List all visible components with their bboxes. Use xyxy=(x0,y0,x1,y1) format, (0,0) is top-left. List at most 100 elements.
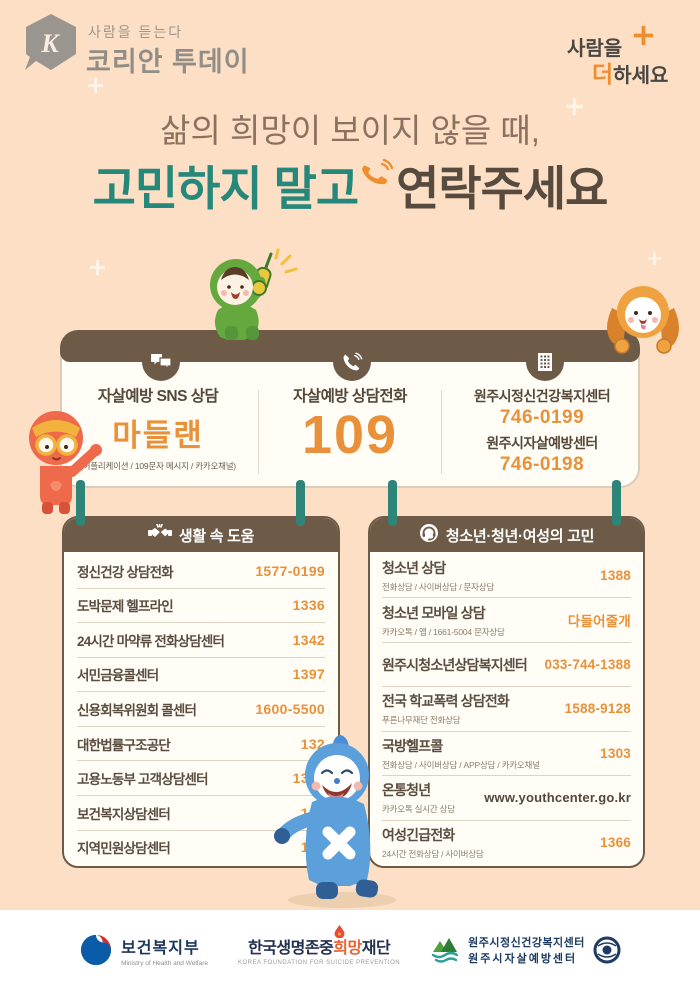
hotline-row: 원주시청소년상담복지센터 033-744-1388 xyxy=(382,641,631,686)
hotline-label: 온통청년 xyxy=(382,782,431,799)
red-goggles-mascot xyxy=(10,400,102,521)
hotline-row: 전국 학교폭력 상담전화 푸른나무재단 전화상담 1588-9128 xyxy=(382,686,631,730)
youth-women-title: 청소년·청년·여성의 고민 xyxy=(445,527,595,545)
hotline-label: 도박문제 헬프라인 xyxy=(77,599,174,615)
hotline-label: 24시간 마약류 전화상담센터 xyxy=(77,633,225,649)
hotline-number: 1600-5500 xyxy=(255,701,325,718)
sns-counsel-column: 자살예방 SNS 상담 마들랜 (어플리케이션 / 109문자 메시지 / 카카… xyxy=(62,382,254,480)
hotline-row: 서민금융콜센터 1397 xyxy=(77,656,325,692)
mohw-subtitle: Ministry of Health and Welfare xyxy=(121,959,209,967)
poster-title-line1: 삶의 희망이 보이지 않을 때, xyxy=(160,112,540,149)
logo-tagline: 사람을 듣는다 xyxy=(88,24,184,40)
column-divider xyxy=(441,390,442,474)
hotline-row: 청소년 상담 전화상담 / 사이버상담 / 문자상담 1388 xyxy=(382,554,631,597)
speech-bubble-logo-icon: K xyxy=(25,14,76,70)
hotline-label: 원주시청소년상담복지센터 xyxy=(382,656,528,673)
daily-help-panel: 생활 속 도움 정신건강 상담전화 1577-0199 도박문제 헬프라인 13… xyxy=(62,516,340,868)
connector-peg xyxy=(296,480,305,526)
connector-peg xyxy=(612,480,621,526)
hotline-label: 국방헬프콜 xyxy=(382,737,443,754)
slogan-line2: 더하세요 xyxy=(592,55,668,89)
hotline-label: 신용회복위원회 콜센터 xyxy=(77,703,197,719)
hotline-number: 1342 xyxy=(292,631,325,648)
hotline-number: 1388 xyxy=(600,568,631,584)
phone-counsel-column: 자살예방 상담전화 109 xyxy=(254,382,446,480)
title-emphasis-teal: 고민하지 말고 xyxy=(92,162,359,215)
hotline-label: 지역민원상담센터 xyxy=(77,841,171,857)
kfsp-name: 한국생명존중희망재단 xyxy=(238,934,400,958)
hotline-website: www.youthcenter.go.kr xyxy=(484,790,631,806)
hotline-label: 고용노동부 고객상담센터 xyxy=(77,772,209,788)
building-icon xyxy=(526,343,564,381)
wonju-line1: 원주시정신건강복지센터 xyxy=(468,937,585,949)
hotline-number: 1366 xyxy=(600,834,631,850)
daily-help-header: 생활 속 도움 xyxy=(64,518,338,552)
center-name: 원주시정신건강복지센터 xyxy=(473,388,611,404)
hope-drop-icon xyxy=(334,925,345,943)
sns-counsel-name: 마들랜 xyxy=(112,418,204,453)
connector-peg xyxy=(76,480,85,526)
hotline-sublabel: 푸른나무재단 전화상담 xyxy=(382,715,461,726)
daily-help-title: 생활 속 도움 xyxy=(178,527,255,545)
hotline-number: 1397 xyxy=(292,666,325,683)
column-divider xyxy=(258,390,259,474)
handshake-icon xyxy=(147,522,172,547)
hotline-sublabel: 전화상담 / 사이버상담 / 문자상담 xyxy=(382,582,495,593)
wonju-line2: 원주시자살예방센터 xyxy=(468,953,578,965)
kfsp-subtitle: KOREA FOUNDATION FOR SUICIDE PREVENTION xyxy=(238,960,401,966)
hotline-row: 정신건강 상담전화 1577-0199 xyxy=(77,554,325,588)
center-name: 원주시자살예방센터 xyxy=(486,435,598,451)
footer-logos: 보건복지부 Ministry of Health and Welfare 한국생… xyxy=(0,910,700,990)
kfsp-name-pre: 한국생명존중 xyxy=(247,940,334,957)
center-number: 746-0198 xyxy=(499,454,585,475)
phone-counsel-title: 자살예방 상담전화 xyxy=(293,388,407,405)
hotline-number: 1303 xyxy=(600,745,631,761)
hotline-number: 1577-0199 xyxy=(255,562,325,579)
hotline-row: 여성긴급전화 24시간 전화상담 / 사이버상담 1366 xyxy=(382,819,631,864)
youth-women-header: 청소년·청년·여성의 고민 xyxy=(370,518,643,552)
wonju-center-logo: 원주시정신건강복지센터 원주시자살예방센터 xyxy=(430,934,621,966)
youth-women-list: 청소년 상담 전화상담 / 사이버상담 / 문자상담 1388 청소년 모바일 … xyxy=(370,552,643,866)
hotline-label: 여성긴급전화 xyxy=(382,826,455,843)
hotline-row: 국방헬프콜 전화상담 / 사이버상담 / APP상담 / 카카오채널 1303 xyxy=(382,730,631,775)
hotline-sublabel: 카카오톡 실시간 상담 xyxy=(382,804,455,815)
wonju-emblem-icon xyxy=(593,936,621,964)
mohw-symbol-icon xyxy=(80,934,112,966)
chat-bubbles-icon xyxy=(142,343,180,381)
mohw-name: 보건복지부 xyxy=(121,939,200,957)
hotline-label: 서민금융콜센터 xyxy=(77,668,159,684)
slogan-rest: 하세요 xyxy=(613,65,669,87)
hotline-label: 전국 학교폭력 상담전화 xyxy=(382,693,510,710)
hotline-label: 정신건강 상담전화 xyxy=(77,564,174,580)
hotline-label: 보건복지상담센터 xyxy=(77,806,171,822)
logo-name: 코리안 투데이 xyxy=(86,47,250,77)
youth-women-panel: 청소년·청년·여성의 고민 청소년 상담 전화상담 / 사이버상담 / 문자상담… xyxy=(368,516,645,868)
hotline-number: 다들어줄개 xyxy=(567,614,631,630)
hotline-row: 24시간 마약류 전화상담센터 1342 xyxy=(77,622,325,657)
mohw-logo: 보건복지부 Ministry of Health and Welfare xyxy=(79,933,208,967)
slogan-accent: 더 xyxy=(592,61,614,87)
hotline-row: 온통청년 카카오톡 실시간 상담 www.youthcenter.go.kr xyxy=(382,775,631,819)
kfsp-name-post: 재단 xyxy=(361,940,391,957)
hotline-row: 신용회복위원회 콜센터 1600-5500 xyxy=(77,691,325,726)
sns-counsel-title: 자살예방 SNS 상담 xyxy=(97,388,219,405)
orange-dog-mascot xyxy=(590,282,695,359)
svg-text:K: K xyxy=(40,29,60,58)
hotline-number: 132 xyxy=(300,735,325,752)
connector-peg xyxy=(388,480,397,526)
green-mascot xyxy=(196,248,306,345)
poster-title-line2: 고민하지 말고 연락주세요 xyxy=(0,150,700,220)
hotline-number: 033-744-1388 xyxy=(544,657,631,673)
slogan-word1: 사람을 xyxy=(567,38,623,60)
hotline-number: 1336 xyxy=(292,597,325,614)
hotline-sublabel: 24시간 전화상담 / 사이버상담 xyxy=(382,848,484,859)
mountain-water-icon xyxy=(431,938,459,963)
plus-icon xyxy=(648,252,661,265)
kfsp-name-accent: 희망 xyxy=(333,940,362,957)
hotline-number: 1588-9128 xyxy=(564,701,631,717)
hotline-sublabel: 전화상담 / 사이버상담 / APP상담 / 카카오채널 xyxy=(382,759,540,770)
plus-icon xyxy=(634,26,653,45)
phone-receiver-icon xyxy=(333,343,371,381)
plus-icon xyxy=(88,78,103,93)
